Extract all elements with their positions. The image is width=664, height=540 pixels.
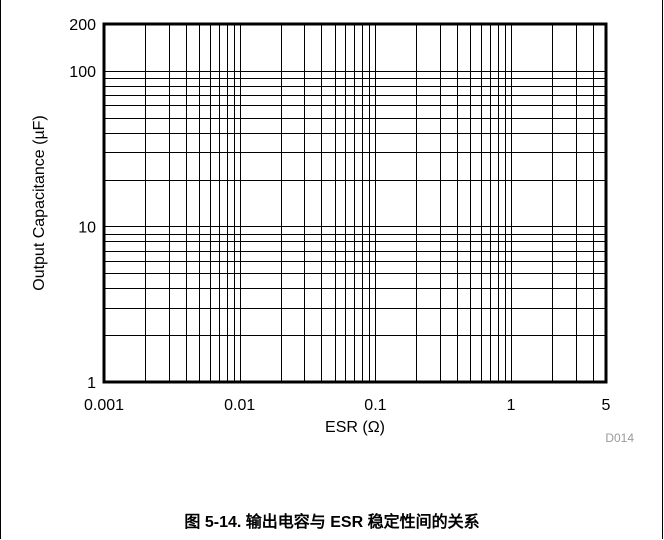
figure-caption: 图 5-14. 输出电容与 ESR 稳定性间的关系: [184, 514, 480, 531]
tick-labels: 0.001 0.01 0.1 1 5 1 10 100 200: [69, 17, 610, 414]
figure-code: D014: [605, 431, 634, 445]
x-axis-title: ESR (Ω): [325, 419, 385, 436]
y-tick-label: 10: [78, 219, 96, 236]
x-tick-label: 5: [602, 397, 611, 414]
x-tick-label: 0.001: [84, 397, 124, 414]
y-axis-title: Output Capacitance (µF): [31, 115, 48, 291]
x-tick-label: 1: [507, 397, 516, 414]
esr-capacitance-chart: 0.001 0.01 0.1 1 5 1 10 100 200 ESR (Ω) Output C…: [31, 17, 634, 445]
plot-area: [102, 22, 608, 384]
y-tick-label: 100: [69, 64, 96, 81]
y-tick-label: 200: [69, 17, 96, 34]
grid-lines: [104, 24, 606, 382]
x-tick-label: 0.01: [224, 397, 255, 414]
x-tick-label: 0.1: [364, 397, 386, 414]
y-tick-label: 1: [87, 375, 96, 392]
